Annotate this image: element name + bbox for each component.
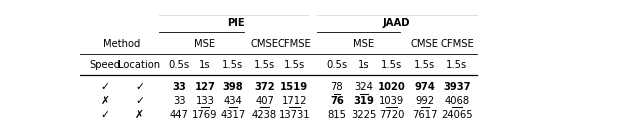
Text: 133: 133 <box>196 96 214 106</box>
Text: 447: 447 <box>170 110 189 120</box>
Text: CMSE: CMSE <box>250 39 278 48</box>
Text: 974: 974 <box>414 82 435 93</box>
Text: 7617: 7617 <box>412 110 438 120</box>
Text: 1020: 1020 <box>378 82 405 93</box>
Text: 1039: 1039 <box>379 96 404 106</box>
Text: ✓: ✓ <box>135 96 144 106</box>
Text: 1519: 1519 <box>280 82 308 93</box>
Text: 3937: 3937 <box>444 82 470 93</box>
Text: ✓: ✓ <box>100 82 109 93</box>
Text: 434: 434 <box>223 96 242 106</box>
Text: 0.5s: 0.5s <box>168 60 190 70</box>
Text: 78: 78 <box>331 82 343 93</box>
Text: 1769: 1769 <box>192 110 218 120</box>
Text: 1712: 1712 <box>282 96 307 106</box>
Text: ✗: ✗ <box>135 110 144 120</box>
Text: Speed: Speed <box>89 60 120 70</box>
Text: 4317: 4317 <box>220 110 245 120</box>
Text: 33: 33 <box>173 96 186 106</box>
Text: 398: 398 <box>222 82 243 93</box>
Text: 407: 407 <box>255 96 274 106</box>
Text: CFMSE: CFMSE <box>440 39 474 48</box>
Text: CMSE: CMSE <box>411 39 439 48</box>
Text: JAAD: JAAD <box>382 18 410 29</box>
Text: 372: 372 <box>254 82 275 93</box>
Text: 1.5s: 1.5s <box>414 60 435 70</box>
Text: 0.5s: 0.5s <box>326 60 348 70</box>
Text: 1.5s: 1.5s <box>222 60 243 70</box>
Text: 4238: 4238 <box>252 110 277 120</box>
Text: ✗: ✗ <box>100 96 109 106</box>
Text: 1.5s: 1.5s <box>381 60 402 70</box>
Text: 1s: 1s <box>199 60 211 70</box>
Text: 992: 992 <box>415 96 435 106</box>
Text: 1.5s: 1.5s <box>446 60 468 70</box>
Text: PIE: PIE <box>227 18 245 29</box>
Text: 1.5s: 1.5s <box>254 60 275 70</box>
Text: Location: Location <box>118 60 161 70</box>
Text: 127: 127 <box>195 82 216 93</box>
Text: ✓: ✓ <box>100 110 109 120</box>
Text: 319: 319 <box>353 96 374 106</box>
Text: ✓: ✓ <box>135 82 144 93</box>
Text: 3225: 3225 <box>351 110 376 120</box>
Text: 13731: 13731 <box>278 110 310 120</box>
Text: 1s: 1s <box>358 60 369 70</box>
Text: MSE: MSE <box>353 39 374 48</box>
Text: CFMSE: CFMSE <box>277 39 311 48</box>
Text: 7720: 7720 <box>379 110 404 120</box>
Text: 33: 33 <box>172 82 186 93</box>
Text: 815: 815 <box>328 110 346 120</box>
Text: 324: 324 <box>355 82 373 93</box>
Text: Method: Method <box>104 39 141 48</box>
Text: MSE: MSE <box>195 39 216 48</box>
Text: 76: 76 <box>330 96 344 106</box>
Text: 1.5s: 1.5s <box>284 60 305 70</box>
Text: 4068: 4068 <box>444 96 470 106</box>
Text: 24065: 24065 <box>441 110 473 120</box>
